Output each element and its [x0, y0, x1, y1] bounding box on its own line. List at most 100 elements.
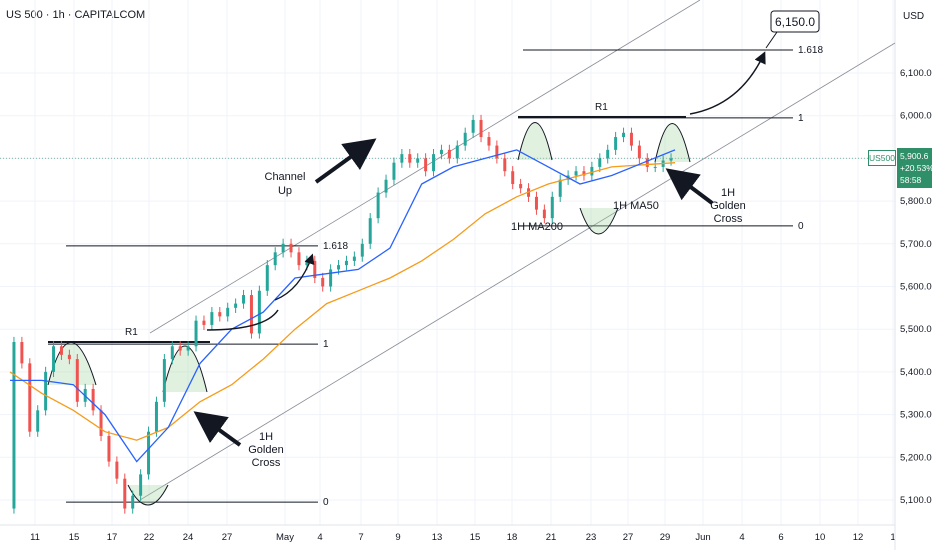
golden-cross-arrow-1 — [193, 411, 242, 447]
candle-body — [360, 243, 364, 257]
candle-body — [368, 218, 372, 244]
top-arc-4 — [654, 123, 691, 163]
candle-body — [432, 154, 436, 172]
last-price-box: 5,900.6 +20.53% 58:58 — [897, 148, 932, 188]
x-tick-label: 13 — [432, 532, 443, 543]
golden-cross-arrow-2 — [665, 168, 714, 205]
candle-body — [162, 359, 166, 402]
ma200-line — [9, 162, 676, 441]
candle-body — [281, 243, 285, 253]
candle-body — [242, 295, 246, 304]
candle-body — [519, 184, 523, 189]
candle-body — [606, 149, 610, 159]
y-tick-label: 5,500.0 — [900, 324, 932, 335]
channel-lower-line — [139, 42, 896, 501]
candle-body — [154, 401, 158, 432]
candle-body — [194, 320, 198, 347]
x-tick-label: 7 — [358, 532, 363, 543]
candle-body — [329, 269, 333, 287]
candle-body — [99, 410, 103, 436]
x-tick-label: 23 — [586, 532, 597, 543]
candle-body — [273, 252, 277, 266]
highlight-arcs — [47, 122, 691, 506]
x-tick-label: 17 — [107, 532, 118, 543]
candle-body — [416, 158, 420, 163]
x-tick-label: 1 — [890, 532, 895, 543]
x-tick-label: 11 — [30, 532, 40, 543]
x-tick-label: 12 — [853, 532, 864, 543]
x-tick-label: 9 — [395, 532, 400, 543]
candle-body — [289, 243, 293, 253]
y-tick-label: 5,300.0 — [900, 410, 932, 421]
candle-body — [669, 158, 673, 161]
golden-cross-label-1: 1H — [259, 431, 273, 443]
channel-label: Channel — [265, 171, 306, 183]
ma50-line — [10, 149, 676, 463]
candle-body — [210, 312, 214, 325]
x-tick-label: 15 — [69, 532, 80, 543]
ma50-label: 1H MA50 — [613, 200, 659, 212]
candle-body — [653, 166, 657, 168]
r1-label-april: R1 — [125, 327, 138, 338]
y-tick-label: 5,400.0 — [900, 367, 932, 378]
currency-label[interactable]: USD — [903, 11, 925, 22]
candle-body — [257, 290, 261, 334]
x-tick-label: Jun — [695, 532, 710, 543]
golden-cross-label-1: Cross — [252, 457, 281, 469]
candle-body — [202, 320, 206, 325]
y-tick-label: 6,000.0 — [900, 111, 932, 122]
candle-body — [447, 149, 451, 159]
target-label: 6,150.0 — [775, 15, 815, 29]
candle-body — [139, 474, 143, 496]
projection-curve-1-end — [274, 253, 315, 301]
candle-body — [534, 196, 538, 210]
target-callout-pointer — [765, 31, 778, 49]
candle-body — [28, 363, 32, 432]
x-tick-label: 4 — [317, 532, 322, 543]
candle-body — [622, 132, 626, 138]
candle-body — [226, 307, 230, 317]
bottom-arc-2 — [579, 207, 619, 235]
candle-body — [337, 265, 341, 270]
y-tick-label: 5,600.0 — [900, 282, 932, 293]
x-tick-label: 18 — [507, 532, 518, 543]
golden-cross-label-2: 1H — [721, 187, 735, 199]
x-tick-label: 4 — [739, 532, 744, 543]
y-tick-label: 6,100.0 — [900, 68, 932, 79]
candle-body — [598, 158, 602, 167]
candle-body — [424, 158, 428, 172]
channel-up-arrow — [314, 138, 377, 184]
candle-body — [376, 192, 380, 219]
y-tick-label: 5,700.0 — [900, 239, 932, 250]
candle-body — [503, 158, 507, 172]
projection-curve-1 — [206, 309, 279, 331]
candle-body — [249, 295, 253, 334]
x-tick-label: 24 — [183, 532, 194, 543]
candle-body — [91, 388, 95, 411]
chart-title: US 500 · 1h · CAPITALCOM — [6, 9, 146, 21]
candle-body — [297, 252, 301, 266]
x-tick-label: 6 — [778, 532, 783, 543]
candle-body — [178, 346, 182, 351]
candle-body — [170, 346, 174, 360]
golden-cross-label-2: Golden — [710, 200, 745, 212]
x-tick-label: 21 — [546, 532, 557, 543]
candle-body — [455, 145, 459, 159]
x-tick-label: 15 — [470, 532, 481, 543]
candle-body — [321, 277, 325, 287]
channel-label: Up — [278, 185, 292, 197]
candle-body — [59, 346, 63, 355]
candle-body — [511, 171, 515, 185]
candle-body — [20, 342, 24, 364]
projection-curve-2 — [689, 51, 766, 115]
candle-body — [400, 154, 404, 163]
candle-body — [637, 145, 641, 159]
candle-body — [558, 179, 562, 197]
candle-body — [67, 354, 71, 360]
candle-body — [44, 371, 48, 411]
grid — [0, 0, 895, 525]
y-tick-label: 5,800.0 — [900, 196, 932, 207]
bar-countdown: 58:58 — [900, 175, 922, 185]
